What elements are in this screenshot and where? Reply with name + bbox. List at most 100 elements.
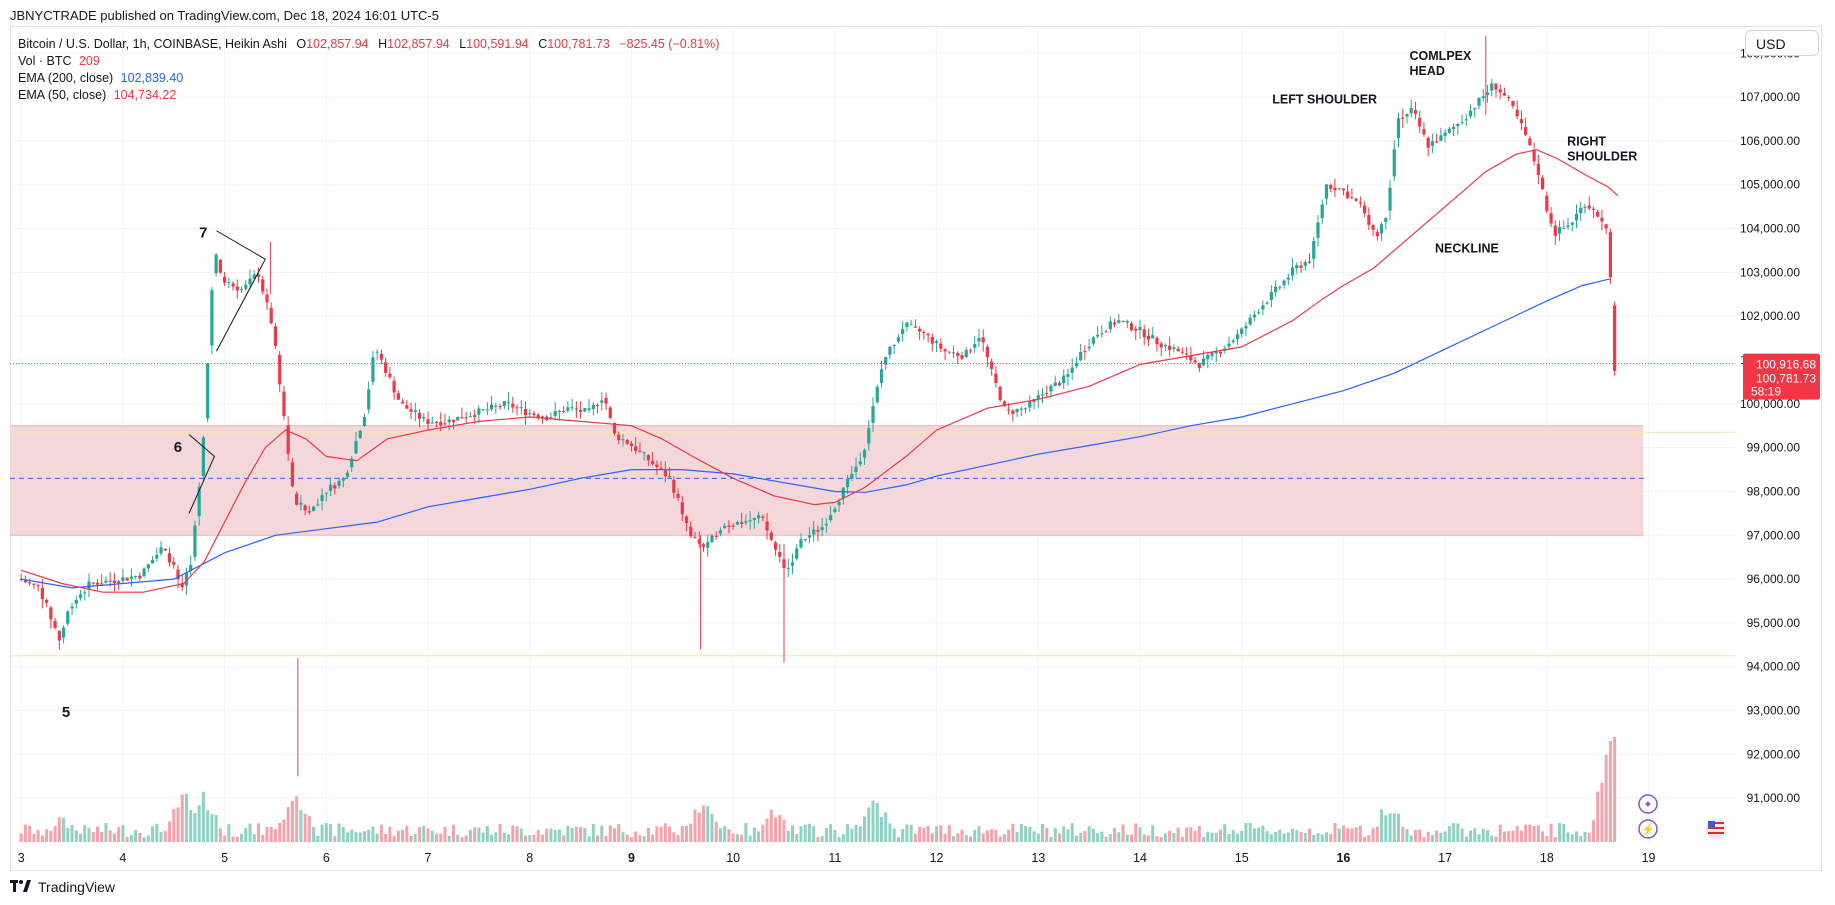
candle-body (1447, 128, 1451, 133)
volume-bar (994, 829, 998, 842)
y-tick-label: 98,000.00 (1747, 484, 1801, 498)
volume-bar (40, 835, 44, 842)
volume-bar (1185, 827, 1189, 842)
candle-body (396, 393, 400, 400)
symbol-name[interactable]: Bitcoin / U.S. Dollar, 1h, COINBASE, Hei… (18, 37, 287, 51)
currency-button[interactable]: USD (1745, 30, 1819, 56)
volume-bar (1159, 837, 1163, 842)
candle-body (536, 414, 540, 418)
low-label: L (459, 37, 467, 51)
volume-bar (252, 834, 256, 842)
candle-body (549, 417, 553, 419)
candle-body (1036, 395, 1040, 400)
volume-bar (655, 826, 659, 842)
candle-body (1100, 333, 1104, 335)
volume-bar (523, 835, 527, 842)
volume-bar (1261, 825, 1265, 842)
candle-body (1108, 321, 1112, 330)
volume-bar (176, 807, 180, 842)
volume-bar (1015, 831, 1019, 842)
legend-volume-row[interactable]: Vol · BTC 209 (18, 53, 719, 70)
volume-bar (265, 827, 269, 842)
volume-bar (642, 836, 646, 842)
volume-bar (824, 828, 828, 842)
volume-bar (947, 825, 951, 842)
candle-body (1104, 331, 1108, 333)
candle-body (129, 576, 133, 579)
candle-body (1197, 362, 1201, 368)
ai-sparkle-icon[interactable] (1638, 794, 1658, 814)
ema200-line (21, 278, 1611, 589)
volume-bar (748, 835, 752, 842)
candle-body (1485, 92, 1490, 95)
candle-body (456, 416, 460, 421)
candle-body (562, 411, 566, 413)
volume-bar (1447, 826, 1451, 842)
candle-body (473, 415, 477, 417)
y-tick-label: 99,000.00 (1747, 441, 1801, 455)
volume-bar (1057, 833, 1061, 842)
candle-body (367, 389, 371, 410)
volume-bar (1049, 836, 1053, 842)
volume-bar (316, 835, 320, 842)
candle-body (1286, 277, 1290, 280)
volume-bar (485, 826, 489, 842)
volume-bar (557, 829, 561, 842)
volume-bar (1142, 834, 1146, 842)
candle-body (53, 621, 57, 629)
volume-bar (1032, 831, 1036, 842)
footer-brand[interactable]: TradingView (10, 879, 115, 895)
volume-bar (1494, 836, 1498, 842)
volume-bar (494, 832, 498, 842)
volume-bar (1299, 831, 1303, 842)
volume-bar (426, 828, 430, 842)
volume-bar (490, 834, 494, 842)
volume-bar (799, 826, 803, 842)
candle-body (1613, 305, 1617, 371)
volume-bar (820, 836, 824, 842)
candle-body (795, 548, 799, 559)
x-tick-label: 16 (1336, 851, 1350, 865)
volume-bar (1083, 831, 1087, 842)
candle-body (405, 405, 409, 409)
volume-bar (1549, 823, 1553, 842)
volume-bar (1596, 791, 1600, 842)
volume-bar (1257, 827, 1261, 842)
candle-body (489, 404, 494, 410)
y-tick-label: 107,000.00 (1740, 90, 1800, 104)
candle-body (1481, 96, 1485, 99)
candle-body (401, 401, 405, 404)
candle-body (134, 575, 138, 577)
volume-bar (1426, 831, 1430, 842)
lightning-icon[interactable] (1638, 819, 1658, 839)
x-tick-label: 9 (628, 851, 635, 865)
volume-bar (473, 827, 477, 842)
candle-body (1608, 232, 1613, 278)
volume-bar (282, 819, 286, 842)
legend-ema50-row[interactable]: EMA (50, close) 104,734.22 (18, 87, 719, 104)
candle-body (858, 461, 862, 465)
candle-body (1477, 97, 1481, 106)
volume-bar (180, 794, 184, 842)
candle-body (934, 341, 939, 344)
volume-bar (1401, 826, 1405, 842)
x-tick-label: 5 (221, 851, 228, 865)
candle-body (1096, 334, 1100, 337)
candle-body (820, 527, 824, 530)
volume-bar (269, 826, 273, 842)
candle-body (1265, 302, 1269, 304)
x-tick-label: 3 (18, 851, 25, 865)
volume-bar (1464, 836, 1468, 842)
y-tick-label: 94,000.00 (1747, 660, 1801, 674)
volume-bar (1180, 836, 1184, 842)
volume-bar (477, 827, 481, 842)
volume-bar (1087, 826, 1091, 842)
price-tag-last_price: 100,916.68 (1756, 358, 1816, 372)
volume-bar (87, 827, 91, 842)
volume-bar (1248, 822, 1252, 842)
legend-ema200-row[interactable]: EMA (200, close) 102,839.40 (18, 70, 719, 87)
volume-bar (562, 835, 566, 842)
volume-bar (1291, 828, 1295, 842)
volume-bar (701, 805, 705, 842)
